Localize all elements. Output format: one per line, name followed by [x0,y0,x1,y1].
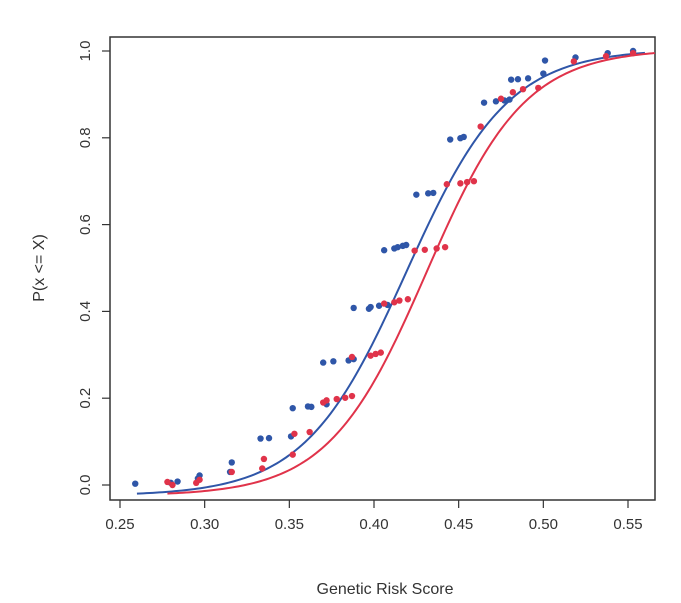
blue-point [480,99,488,106]
red-point [333,395,340,403]
red-point [457,180,464,187]
x-tick-label: 0.25 [105,516,134,533]
red-point [372,350,379,358]
red-point [367,352,374,359]
fitted-curves [136,51,655,495]
red-point [421,246,428,253]
blue-point [507,76,515,83]
red-point [377,349,384,356]
red-point [396,297,403,304]
blue-point [308,403,315,411]
y-tick-label: 0.4 [77,301,94,322]
blue-point [257,435,264,442]
red-point [306,428,313,436]
x-tick-label: 0.45 [444,516,473,533]
red-point [570,58,578,65]
blue-point [540,70,547,77]
red-point [441,243,449,251]
blue-point [492,98,500,105]
blue-point [514,76,522,83]
red-point [291,430,298,437]
red-point [535,84,542,92]
red-point [348,353,356,361]
blue-point [320,359,327,366]
x-tick-label: 0.55 [613,516,642,533]
blue-point [394,243,401,251]
red-point [380,300,388,307]
blue-point [402,241,410,249]
blue-point [330,358,337,365]
y-axis-title: P(x <= X) [31,234,48,302]
red-point [259,465,266,472]
x-tick-label: 0.40 [359,516,388,533]
plot-frame [109,36,656,501]
blue-point [375,302,383,309]
blue-point [132,480,139,487]
y-tick-label: 0.2 [77,388,94,409]
red-point [602,53,610,60]
red-point [470,178,478,185]
x-tick-label: 0.35 [275,516,304,533]
blue-point [367,303,374,311]
red-point [509,89,517,96]
red-point [323,397,330,404]
y-axis: 0.0 0.2 0.4 0.6 0.8 1.0 [77,41,110,496]
blue-point [424,190,432,197]
red-point [519,85,527,93]
blue-point [350,304,357,312]
blue-point [413,191,420,198]
red-point [497,95,505,102]
blue-point [174,478,181,485]
blue-point [447,136,454,143]
blue-fit-curve [136,51,646,495]
y-tick-label: 0.0 [77,475,94,496]
red-fit-curve [167,52,655,495]
red-point [391,299,398,306]
x-axis-title: Genetic Risk Score [317,581,454,598]
red-point [169,481,176,489]
blue-point [265,434,273,442]
y-tick-label: 0.6 [77,214,94,235]
blue-point [541,57,549,64]
x-tick-label: 0.50 [529,516,558,533]
red-point [342,394,349,401]
red-point [463,178,471,186]
red-point [411,247,418,254]
red-point [164,478,171,486]
red-point [404,296,412,303]
red-point [477,123,484,130]
red-point [443,181,451,188]
red-point [433,245,440,252]
x-tick-label: 0.30 [190,516,219,533]
red-point [260,455,268,463]
blue-point [289,404,296,412]
red-point [629,49,637,57]
x-axis: 0.25 0.30 0.35 0.40 0.45 0.50 0.55 [105,500,643,533]
y-tick-label: 1.0 [77,41,94,62]
blue-point [380,247,388,254]
red-point [348,392,356,400]
blue-point [524,75,532,82]
y-tick-label: 0.8 [77,127,94,148]
red-point [196,476,203,483]
data-points [132,47,637,489]
blue-point [430,189,437,197]
red-point [228,468,235,476]
blue-point [506,96,513,103]
blue-point [460,133,467,141]
red-point [289,451,296,458]
blue-point [228,459,235,466]
